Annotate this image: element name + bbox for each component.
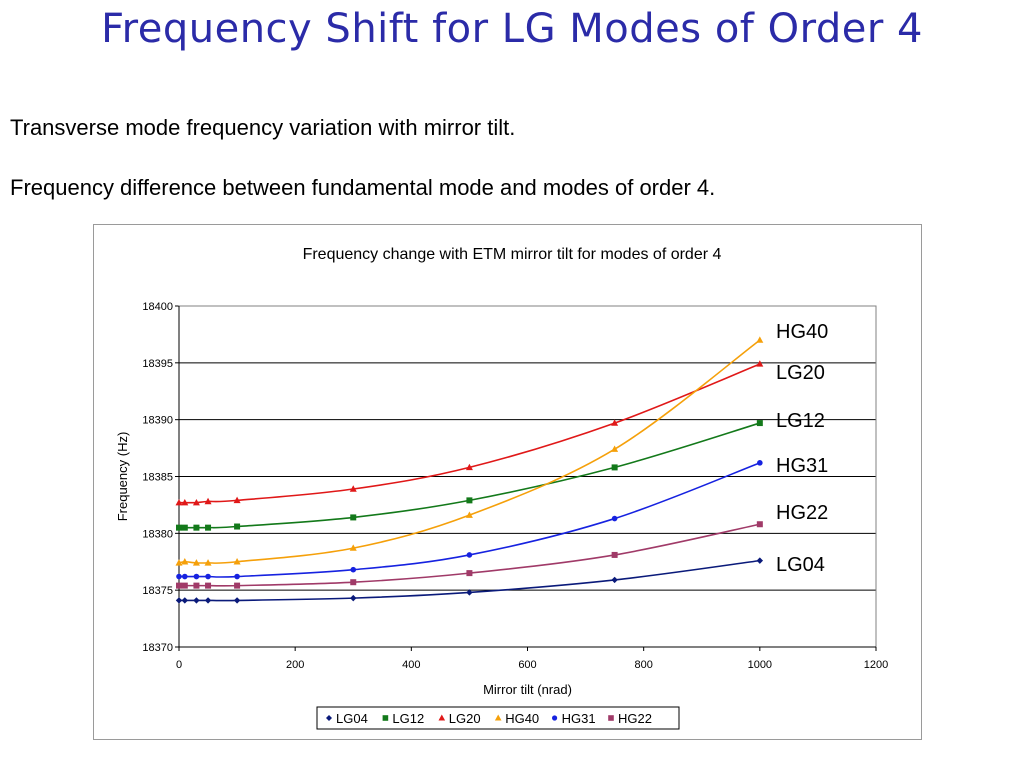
data-point-hg22 bbox=[466, 570, 473, 577]
data-point-hg31 bbox=[176, 573, 182, 580]
series-line-lg20 bbox=[179, 363, 761, 504]
x-tick-label: 0 bbox=[176, 659, 182, 671]
data-point-lg04 bbox=[181, 597, 189, 604]
side-label-lg20: LG20 bbox=[776, 362, 825, 384]
x-tick-label: 1000 bbox=[748, 659, 772, 671]
data-point-lg12 bbox=[193, 524, 200, 531]
data-point-lg04 bbox=[193, 597, 200, 604]
data-point-hg40 bbox=[175, 559, 183, 566]
y-tick-label: 18390 bbox=[142, 415, 173, 427]
data-point-hg40 bbox=[181, 558, 189, 565]
data-point-hg22 bbox=[193, 582, 200, 589]
data-point-lg20 bbox=[175, 498, 183, 506]
data-point-lg04 bbox=[756, 557, 764, 564]
data-point-hg22 bbox=[611, 551, 618, 558]
data-point-hg40 bbox=[465, 511, 473, 518]
data-point-lg20 bbox=[756, 360, 764, 367]
data-point-lg20 bbox=[233, 496, 241, 504]
data-point-lg12 bbox=[350, 514, 357, 521]
data-point-lg20 bbox=[192, 498, 200, 506]
legend-label-hg40: HG40 bbox=[505, 711, 539, 726]
data-point-lg20 bbox=[465, 463, 473, 471]
page-title: Frequency Shift for LG Modes of Order 4 bbox=[101, 6, 923, 52]
legend-marker-hg31 bbox=[552, 715, 558, 721]
x-tick-label: 600 bbox=[518, 659, 536, 671]
data-point-lg12 bbox=[176, 524, 182, 531]
data-point-hg31 bbox=[757, 460, 763, 466]
data-point-hg40 bbox=[192, 559, 200, 566]
data-point-hg22 bbox=[234, 582, 241, 589]
legend-label-hg22: HG22 bbox=[618, 711, 652, 726]
side-label-hg31: HG31 bbox=[776, 455, 829, 477]
data-point-lg04 bbox=[175, 597, 183, 604]
legend-marker-lg12 bbox=[382, 715, 389, 721]
data-point-lg20 bbox=[349, 485, 357, 492]
y-tick-label: 18380 bbox=[142, 528, 173, 540]
data-point-lg04 bbox=[350, 594, 357, 602]
data-point-lg20 bbox=[181, 498, 189, 506]
x-tick-label: 1200 bbox=[864, 659, 888, 671]
y-tick-label: 18375 bbox=[142, 585, 173, 597]
side-label-lg12: LG12 bbox=[776, 410, 825, 432]
y-tick-label: 18370 bbox=[142, 642, 173, 654]
data-point-hg31 bbox=[466, 552, 473, 558]
data-point-lg04 bbox=[233, 597, 241, 604]
y-axis-label: Frequency (Hz) bbox=[115, 432, 130, 522]
legend-label-hg31: HG31 bbox=[562, 711, 596, 726]
legend-marker-lg04 bbox=[326, 715, 332, 721]
chart-area: Frequency change with ETM mirror tilt fo… bbox=[93, 224, 922, 740]
side-label-lg04: LG04 bbox=[776, 554, 825, 576]
data-point-lg12 bbox=[466, 497, 473, 504]
data-point-hg22 bbox=[205, 582, 212, 589]
series-line-hg40 bbox=[178, 339, 761, 564]
bullet-text: Transverse mode frequency variation with… bbox=[10, 115, 516, 140]
chart-title: Frequency change with ETM mirror tilt fo… bbox=[303, 246, 722, 263]
legend-marker-hg22 bbox=[608, 715, 614, 721]
x-axis-label: Mirror tilt (nrad) bbox=[483, 682, 572, 697]
bullet-text: Frequency difference between fundamental… bbox=[10, 175, 716, 200]
y-tick-label: 18395 bbox=[142, 358, 173, 370]
chart-svg: Frequency change with ETM mirror tilt fo… bbox=[115, 246, 888, 730]
x-tick-label: 800 bbox=[634, 659, 652, 671]
data-point-lg12 bbox=[205, 524, 212, 531]
data-point-hg22 bbox=[176, 582, 182, 589]
legend-label-lg20: LG20 bbox=[449, 711, 481, 726]
data-point-hg22 bbox=[756, 521, 763, 528]
y-tick-label: 18400 bbox=[142, 301, 173, 313]
data-point-lg20 bbox=[611, 419, 619, 426]
x-tick-label: 200 bbox=[286, 659, 304, 671]
data-point-hg31 bbox=[205, 573, 211, 580]
data-point-hg40 bbox=[233, 558, 241, 565]
data-point-hg40 bbox=[349, 544, 357, 551]
data-point-hg40 bbox=[756, 336, 764, 343]
side-label-hg40: HG40 bbox=[776, 321, 829, 343]
data-point-hg40 bbox=[611, 445, 619, 452]
data-point-hg40 bbox=[204, 559, 212, 566]
data-point-hg31 bbox=[234, 573, 240, 580]
data-point-lg12 bbox=[181, 524, 188, 531]
data-point-lg04 bbox=[611, 576, 618, 584]
data-point-hg31 bbox=[182, 573, 188, 580]
legend-marker-lg20 bbox=[438, 714, 446, 721]
data-point-lg12 bbox=[756, 420, 763, 427]
data-point-lg20 bbox=[204, 497, 212, 505]
x-tick-label: 400 bbox=[402, 659, 420, 671]
data-point-lg12 bbox=[611, 464, 618, 471]
data-point-lg04 bbox=[204, 597, 212, 604]
y-tick-label: 18385 bbox=[142, 472, 173, 484]
side-label-hg22: HG22 bbox=[776, 502, 829, 524]
data-point-hg31 bbox=[350, 566, 357, 573]
legend-label-lg04: LG04 bbox=[336, 711, 368, 726]
data-point-hg31 bbox=[193, 573, 200, 580]
data-point-hg22 bbox=[181, 582, 188, 589]
data-point-lg12 bbox=[234, 523, 241, 530]
data-point-hg31 bbox=[611, 515, 618, 522]
legend-label-lg12: LG12 bbox=[392, 711, 424, 726]
data-point-hg22 bbox=[350, 579, 357, 586]
legend-marker-hg40 bbox=[494, 714, 502, 721]
